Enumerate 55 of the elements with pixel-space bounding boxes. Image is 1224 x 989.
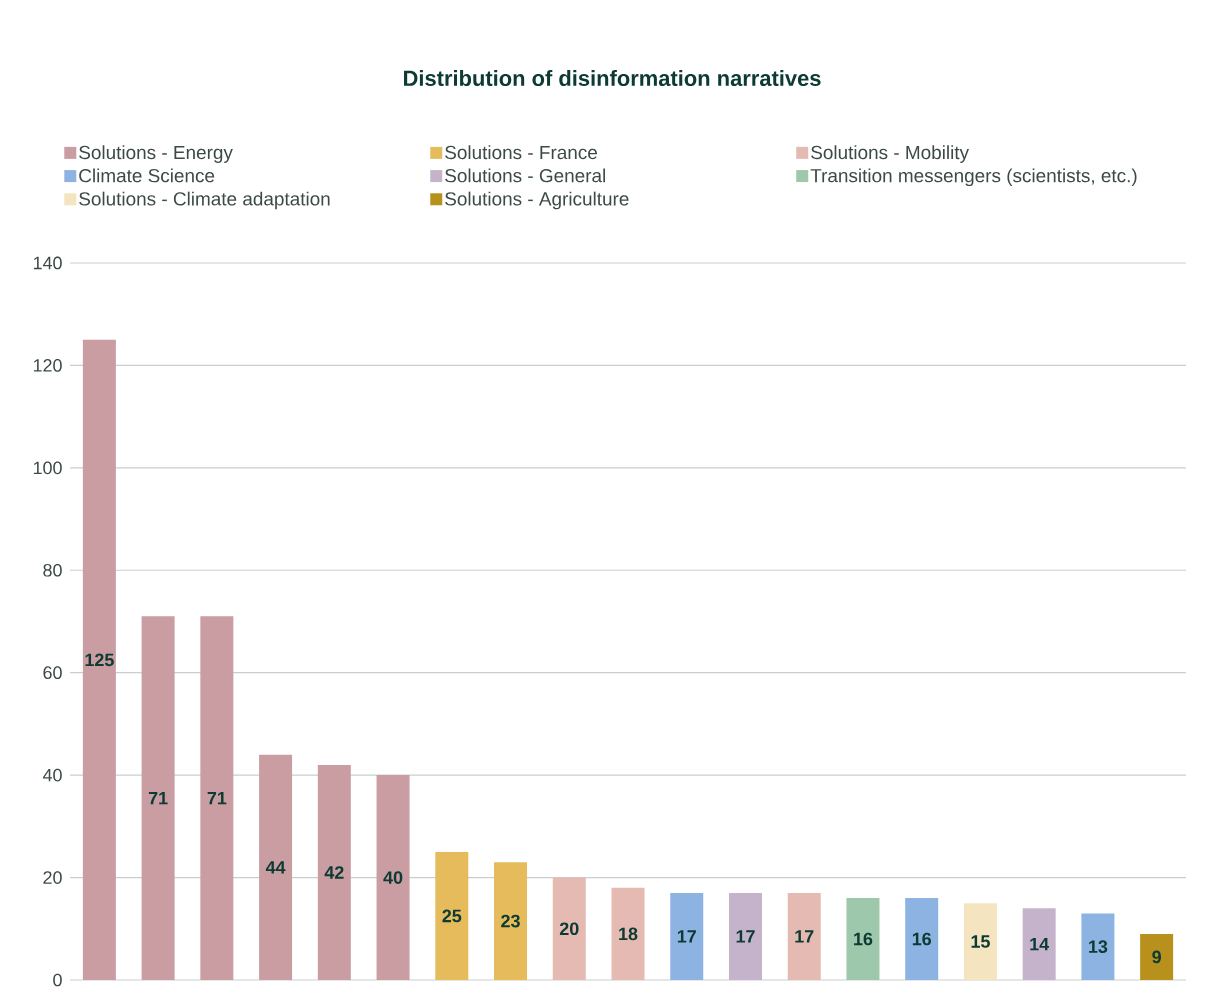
y-tick-label: 0: [53, 973, 62, 987]
data-label: 17: [677, 930, 696, 943]
legend-label: Solutions - Mobility: [811, 145, 969, 163]
y-tick-label: 100: [33, 461, 62, 475]
data-label: 20: [559, 922, 579, 936]
data-label: 17: [736, 930, 755, 943]
data-label: 9: [1152, 950, 1161, 964]
data-label: 125: [85, 653, 114, 667]
data-label: 13: [1089, 940, 1108, 954]
data-label: 40: [383, 871, 403, 884]
bar: [1140, 933, 1174, 980]
bar: [846, 898, 880, 980]
bar: [552, 877, 586, 980]
bar: [1081, 913, 1115, 980]
data-label: 18: [619, 927, 638, 941]
data-label: 71: [207, 792, 227, 805]
bar: [1022, 908, 1056, 980]
bar: [200, 616, 234, 980]
legend-label: Solutions - Climate adaptation: [79, 191, 330, 210]
data-label: 14: [1030, 937, 1050, 951]
bar: [963, 903, 997, 980]
bar: [141, 616, 175, 980]
legend-label: Climate Science: [79, 168, 215, 183]
y-tick-label: 120: [33, 359, 62, 372]
y-tick-label: 60: [43, 666, 62, 680]
legend-label: Solutions - France: [445, 145, 597, 160]
data-label: 42: [324, 866, 344, 879]
bar: [317, 764, 351, 980]
legend-label: Solutions - Energy: [79, 145, 233, 163]
data-label: 23: [501, 914, 520, 928]
bar: [905, 898, 939, 980]
data-label: 16: [912, 932, 932, 946]
y-tick-label: 140: [33, 256, 62, 270]
data-label: 16: [854, 932, 873, 946]
bar: [82, 339, 116, 980]
chart-title: Distribution of disinformation narratives: [404, 69, 821, 87]
data-label: 15: [971, 935, 990, 948]
legend-label: Solutions - Agriculture: [445, 191, 629, 210]
y-tick-label: 80: [43, 563, 62, 577]
y-tick-label: 20: [43, 871, 62, 884]
legend-label: Solutions - General: [445, 168, 605, 183]
bar: [611, 887, 645, 980]
legend-label: Transition messengers (scientists, etc.): [810, 168, 1137, 187]
data-label: 44: [265, 861, 286, 874]
data-label: 71: [148, 792, 168, 805]
data-label: 25: [442, 909, 462, 923]
data-label: 17: [795, 930, 814, 943]
bar: [670, 892, 704, 980]
bar: [728, 892, 762, 980]
y-tick-label: 40: [42, 768, 62, 782]
bar: [259, 754, 293, 980]
bar: [435, 851, 469, 980]
bar: [494, 862, 528, 980]
bar: [787, 892, 821, 980]
bar: [376, 775, 410, 980]
